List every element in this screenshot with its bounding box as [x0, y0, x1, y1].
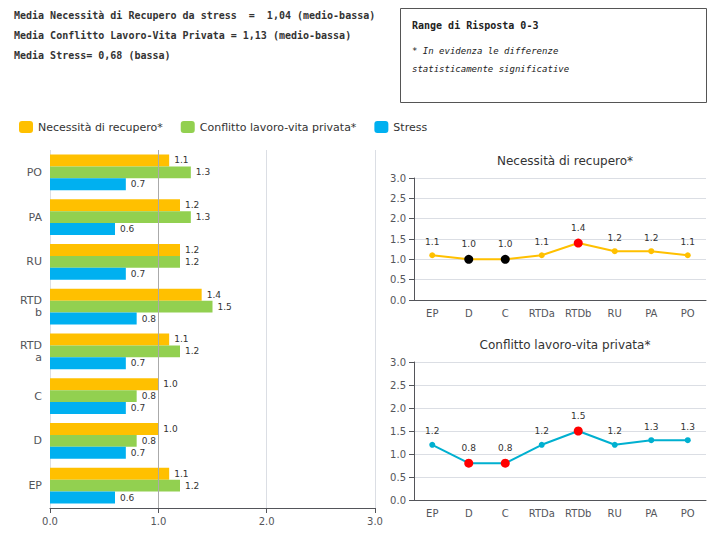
svg-text:RTDb: RTDb [565, 508, 591, 519]
svg-text:3.0: 3.0 [367, 516, 383, 527]
svg-text:0.8: 0.8 [142, 391, 157, 401]
svg-text:1.3: 1.3 [196, 212, 210, 222]
svg-text:C: C [34, 390, 42, 403]
svg-text:Media Necessità di Recupero da: Media Necessità di Recupero da stress = … [14, 10, 375, 21]
svg-text:1.5: 1.5 [390, 426, 406, 437]
svg-text:0.7: 0.7 [131, 269, 145, 279]
svg-text:2.5: 2.5 [390, 193, 406, 204]
svg-text:1.1: 1.1 [425, 237, 439, 247]
svg-text:a: a [35, 351, 42, 364]
svg-text:1.1: 1.1 [535, 237, 549, 247]
svg-text:1.0: 1.0 [150, 516, 166, 527]
svg-text:PA: PA [29, 211, 43, 224]
svg-text:0.5: 0.5 [390, 274, 406, 285]
svg-text:1.5: 1.5 [390, 234, 406, 245]
svg-text:1.2: 1.2 [185, 257, 199, 267]
svg-text:RU: RU [26, 255, 42, 268]
svg-text:Conflitto lavoro-vita privata*: Conflitto lavoro-vita privata* [200, 121, 357, 134]
svg-text:0.0: 0.0 [390, 295, 406, 306]
svg-text:RTDb: RTDb [565, 308, 591, 319]
svg-text:D: D [465, 308, 473, 319]
svg-text:1.2: 1.2 [425, 426, 439, 436]
svg-text:1.0: 1.0 [498, 239, 513, 249]
svg-text:RTDa: RTDa [529, 308, 555, 319]
svg-text:PO: PO [681, 508, 695, 519]
svg-text:D: D [465, 508, 473, 519]
svg-text:1.1: 1.1 [174, 155, 188, 165]
svg-text:1.0: 1.0 [163, 379, 178, 389]
svg-text:2.0: 2.0 [390, 403, 406, 414]
svg-text:1.1: 1.1 [174, 334, 188, 344]
svg-text:1.1: 1.1 [174, 469, 188, 479]
svg-text:1.3: 1.3 [196, 167, 210, 177]
svg-text:0.6: 0.6 [120, 224, 135, 234]
svg-text:0.8: 0.8 [462, 443, 477, 453]
svg-text:RTD: RTD [20, 294, 42, 308]
svg-text:C: C [502, 508, 509, 519]
svg-text:Media Stress= 0,68 (bassa): Media Stress= 0,68 (bassa) [14, 50, 171, 61]
svg-text:Necessità di recupero*: Necessità di recupero* [38, 121, 163, 134]
svg-text:1.2: 1.2 [185, 481, 199, 491]
svg-text:EP: EP [426, 508, 438, 519]
svg-text:Conflitto lavoro-vita privata*: Conflitto lavoro-vita privata* [480, 338, 651, 352]
svg-text:0.8: 0.8 [498, 443, 513, 453]
svg-text:PO: PO [27, 166, 43, 179]
svg-text:0.5: 0.5 [390, 472, 406, 483]
svg-text:1.2: 1.2 [608, 233, 622, 243]
svg-text:1.5: 1.5 [218, 302, 232, 312]
svg-text:1.0: 1.0 [390, 254, 406, 265]
svg-text:0.8: 0.8 [142, 436, 157, 446]
svg-text:0.0: 0.0 [42, 516, 58, 527]
svg-text:0.8: 0.8 [142, 314, 157, 324]
svg-text:b: b [35, 306, 42, 319]
svg-text:1.2: 1.2 [185, 200, 199, 210]
svg-text:PA: PA [645, 508, 657, 519]
svg-text:1.4: 1.4 [207, 290, 222, 300]
svg-text:2.5: 2.5 [390, 380, 406, 391]
svg-text:Necessità di recupero*: Necessità di recupero* [497, 154, 633, 168]
svg-text:1.4: 1.4 [571, 223, 586, 233]
svg-text:1.2: 1.2 [535, 426, 549, 436]
svg-text:3.0: 3.0 [390, 357, 406, 368]
svg-text:D: D [34, 434, 42, 447]
svg-text:3.0: 3.0 [390, 173, 406, 184]
svg-text:* In evidenza le differenze: * In evidenza le differenze [412, 46, 558, 56]
svg-text:1.0: 1.0 [163, 424, 178, 434]
svg-text:1.2: 1.2 [185, 245, 199, 255]
svg-text:EP: EP [28, 479, 42, 492]
svg-text:RTD: RTD [20, 338, 42, 352]
svg-text:PA: PA [645, 308, 657, 319]
svg-text:1.2: 1.2 [185, 346, 199, 356]
svg-text:0.0: 0.0 [390, 495, 406, 506]
svg-text:0.7: 0.7 [131, 403, 145, 413]
svg-text:RTDa: RTDa [529, 508, 555, 519]
svg-text:1.5: 1.5 [571, 411, 585, 421]
svg-text:Media Conflitto Lavoro-Vita Pr: Media Conflitto Lavoro-Vita Privata = 1,… [14, 30, 351, 41]
svg-text:1.0: 1.0 [390, 449, 406, 460]
svg-text:1.3: 1.3 [681, 422, 695, 432]
svg-text:RU: RU [608, 508, 622, 519]
svg-text:0.7: 0.7 [131, 448, 145, 458]
svg-text:2.0: 2.0 [259, 516, 275, 527]
svg-text:1.2: 1.2 [608, 426, 622, 436]
svg-text:1.3: 1.3 [644, 422, 658, 432]
svg-text:0.6: 0.6 [120, 493, 135, 503]
svg-text:PO: PO [681, 308, 695, 319]
svg-text:C: C [502, 308, 509, 319]
svg-text:Stress: Stress [393, 121, 427, 134]
svg-text:1.0: 1.0 [462, 239, 477, 249]
svg-text:statisticamente significative: statisticamente significative [412, 64, 569, 74]
svg-text:EP: EP [426, 308, 438, 319]
svg-text:2.0: 2.0 [390, 213, 406, 224]
svg-text:RU: RU [608, 308, 622, 319]
svg-text:Range di Risposta 0-3: Range di Risposta 0-3 [412, 20, 538, 31]
svg-text:0.7: 0.7 [131, 179, 145, 189]
svg-text:1.1: 1.1 [681, 237, 695, 247]
svg-text:1.2: 1.2 [644, 233, 658, 243]
svg-text:0.7: 0.7 [131, 358, 145, 368]
